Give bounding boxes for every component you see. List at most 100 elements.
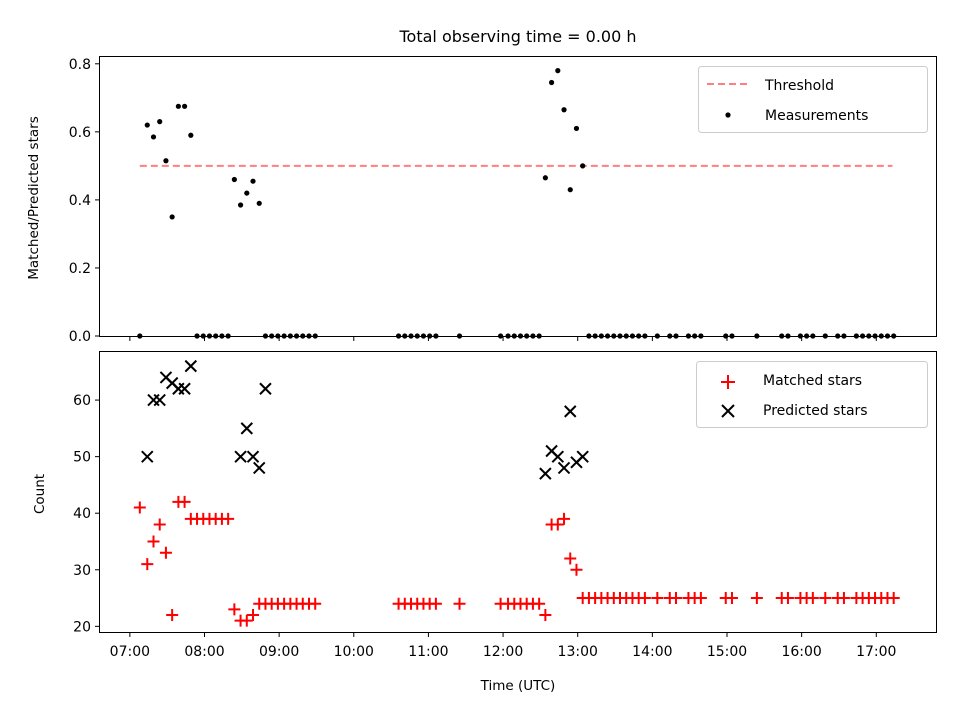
matched-star-point [159, 546, 172, 559]
y-axis-label-count: Count [32, 474, 48, 514]
legend-matched-swatch [721, 375, 735, 389]
x-tick-label: 10:00 [334, 644, 374, 660]
predicted-star-point [153, 393, 166, 407]
matched-star-point [178, 495, 191, 508]
matched-star-point [725, 592, 738, 605]
measurement-point [150, 134, 157, 140]
legend-matched-label: Matched stars [763, 373, 862, 389]
matched-star-point [533, 597, 546, 610]
x-tick-label: 12:00 [483, 644, 523, 660]
x-tick-label: 09:00 [259, 644, 299, 660]
matched-star-point [133, 501, 146, 514]
matched-star-point [539, 609, 552, 622]
bottom-axes-frame [99, 351, 937, 633]
matched-star-point [570, 563, 583, 576]
matched-star-point [669, 592, 682, 605]
bottom-y-tick-label: 50 [73, 450, 91, 466]
matched-star-point [240, 614, 253, 627]
predicted-star-point [141, 450, 154, 463]
matched-star-point [222, 512, 235, 525]
x-tick-label: 17:00 [856, 644, 896, 660]
matched-star-point [887, 592, 900, 605]
top-y-tick-label: 0.6 [69, 125, 91, 141]
predicted-star-point [178, 382, 191, 395]
predicted-star-point [551, 450, 565, 463]
matched-star-point [429, 597, 442, 610]
predicted-star-point [557, 461, 571, 475]
legend-predicted-swatch [721, 404, 735, 418]
measurement-point [561, 107, 567, 113]
x-tick-label: 08:00 [184, 644, 224, 660]
matched-star-point [694, 592, 707, 605]
measurement-point [181, 103, 188, 109]
y-axis-label-ratio: Matched/Predicted stars [26, 116, 42, 279]
x-tick-label: 07:00 [110, 644, 150, 660]
measurement-point [573, 125, 580, 132]
measurement-point [157, 119, 163, 125]
top-legend-box [698, 66, 928, 133]
bottom-y-tick-label: 40 [73, 506, 91, 522]
measurement-point [580, 163, 586, 169]
matched-stars-series [133, 495, 900, 627]
predicted-star-point [253, 461, 266, 475]
top-y-tick-label: 0.2 [69, 261, 91, 277]
x-tick-label: 14:00 [632, 644, 672, 660]
bottom-y-tick-label: 60 [73, 393, 91, 409]
top-y-tick-label: 0.4 [69, 193, 91, 209]
matched-star-point [837, 592, 850, 605]
legend-predicted-label: Predicted stars [763, 403, 868, 419]
measurement-point [256, 200, 262, 206]
matched-star-point [558, 512, 571, 525]
predicted-star-point [539, 467, 552, 480]
predicted-star-point [576, 450, 589, 463]
measurement-point [144, 122, 150, 128]
matched-star-point [153, 518, 166, 531]
x-tick-label: 15:00 [707, 644, 747, 660]
measurement-point [542, 175, 548, 181]
matched-star-point [453, 597, 466, 610]
measurement-point [250, 178, 256, 184]
x-axis-label-time: Time (UTC) [480, 678, 556, 694]
measurement-point [169, 214, 175, 220]
bottom-y-tick-label: 30 [73, 563, 91, 579]
matched-star-point [781, 592, 794, 605]
x-tick-label: 11:00 [408, 644, 448, 660]
matched-star-point [228, 603, 241, 616]
x-tick-label: 13:00 [558, 644, 598, 660]
measurement-point [237, 202, 244, 208]
matched-star-point [166, 609, 179, 622]
top-y-tick-label: 0.8 [69, 57, 91, 73]
measurement-point [188, 132, 194, 138]
matched-star-point [806, 592, 819, 605]
matched-star-point [564, 552, 577, 565]
predicted-star-point [564, 405, 577, 418]
matched-star-point [309, 597, 322, 610]
matched-star-point [651, 592, 664, 605]
measurement-point [555, 68, 561, 74]
predicted-stars-series [141, 359, 589, 480]
matched-star-point [551, 518, 564, 531]
predicted-star-point [240, 422, 254, 435]
bottom-legend-box [696, 361, 928, 428]
matched-star-point [247, 609, 260, 622]
chart-title: Total observing time = 0.00 h [398, 27, 636, 46]
measurement-point [548, 79, 555, 86]
measurement-point [567, 187, 573, 193]
matched-star-point [750, 592, 763, 605]
predicted-star-point [234, 450, 247, 463]
predicted-star-point [184, 359, 198, 373]
bottom-y-tick-label: 20 [73, 619, 91, 635]
top-panel-ratio: Total observing time = 0.00 h Matched/Pr… [26, 27, 937, 345]
measurement-point [244, 190, 250, 196]
measurement-point [163, 158, 169, 164]
legend-measurements-label: Measurements [765, 108, 868, 124]
top-axes-frame [99, 56, 937, 337]
measurement-point [231, 176, 237, 183]
legend-threshold-label: Threshold [764, 78, 834, 94]
matched-star-point [147, 535, 160, 548]
matched-star-point [638, 592, 651, 605]
bottom-legend: Matched stars Predicted stars [696, 361, 928, 428]
legend-measurements-swatch [725, 112, 731, 118]
x-tick-label: 16:00 [781, 644, 821, 660]
